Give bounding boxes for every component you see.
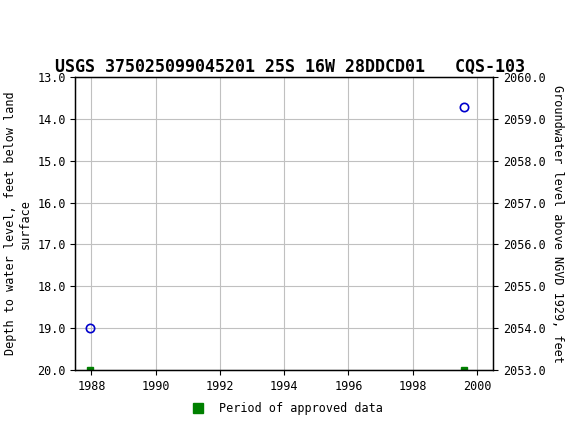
Y-axis label: Depth to water level, feet below land
surface: Depth to water level, feet below land su… [3, 92, 32, 356]
Legend: Period of approved data: Period of approved data [181, 397, 387, 419]
Text: ╳USGS: ╳USGS [8, 13, 71, 38]
Y-axis label: Groundwater level above NGVD 1929, feet: Groundwater level above NGVD 1929, feet [551, 85, 564, 362]
Text: USGS 375025099045201 25S 16W 28DDCD01   CQS-103: USGS 375025099045201 25S 16W 28DDCD01 CQ… [55, 58, 525, 76]
